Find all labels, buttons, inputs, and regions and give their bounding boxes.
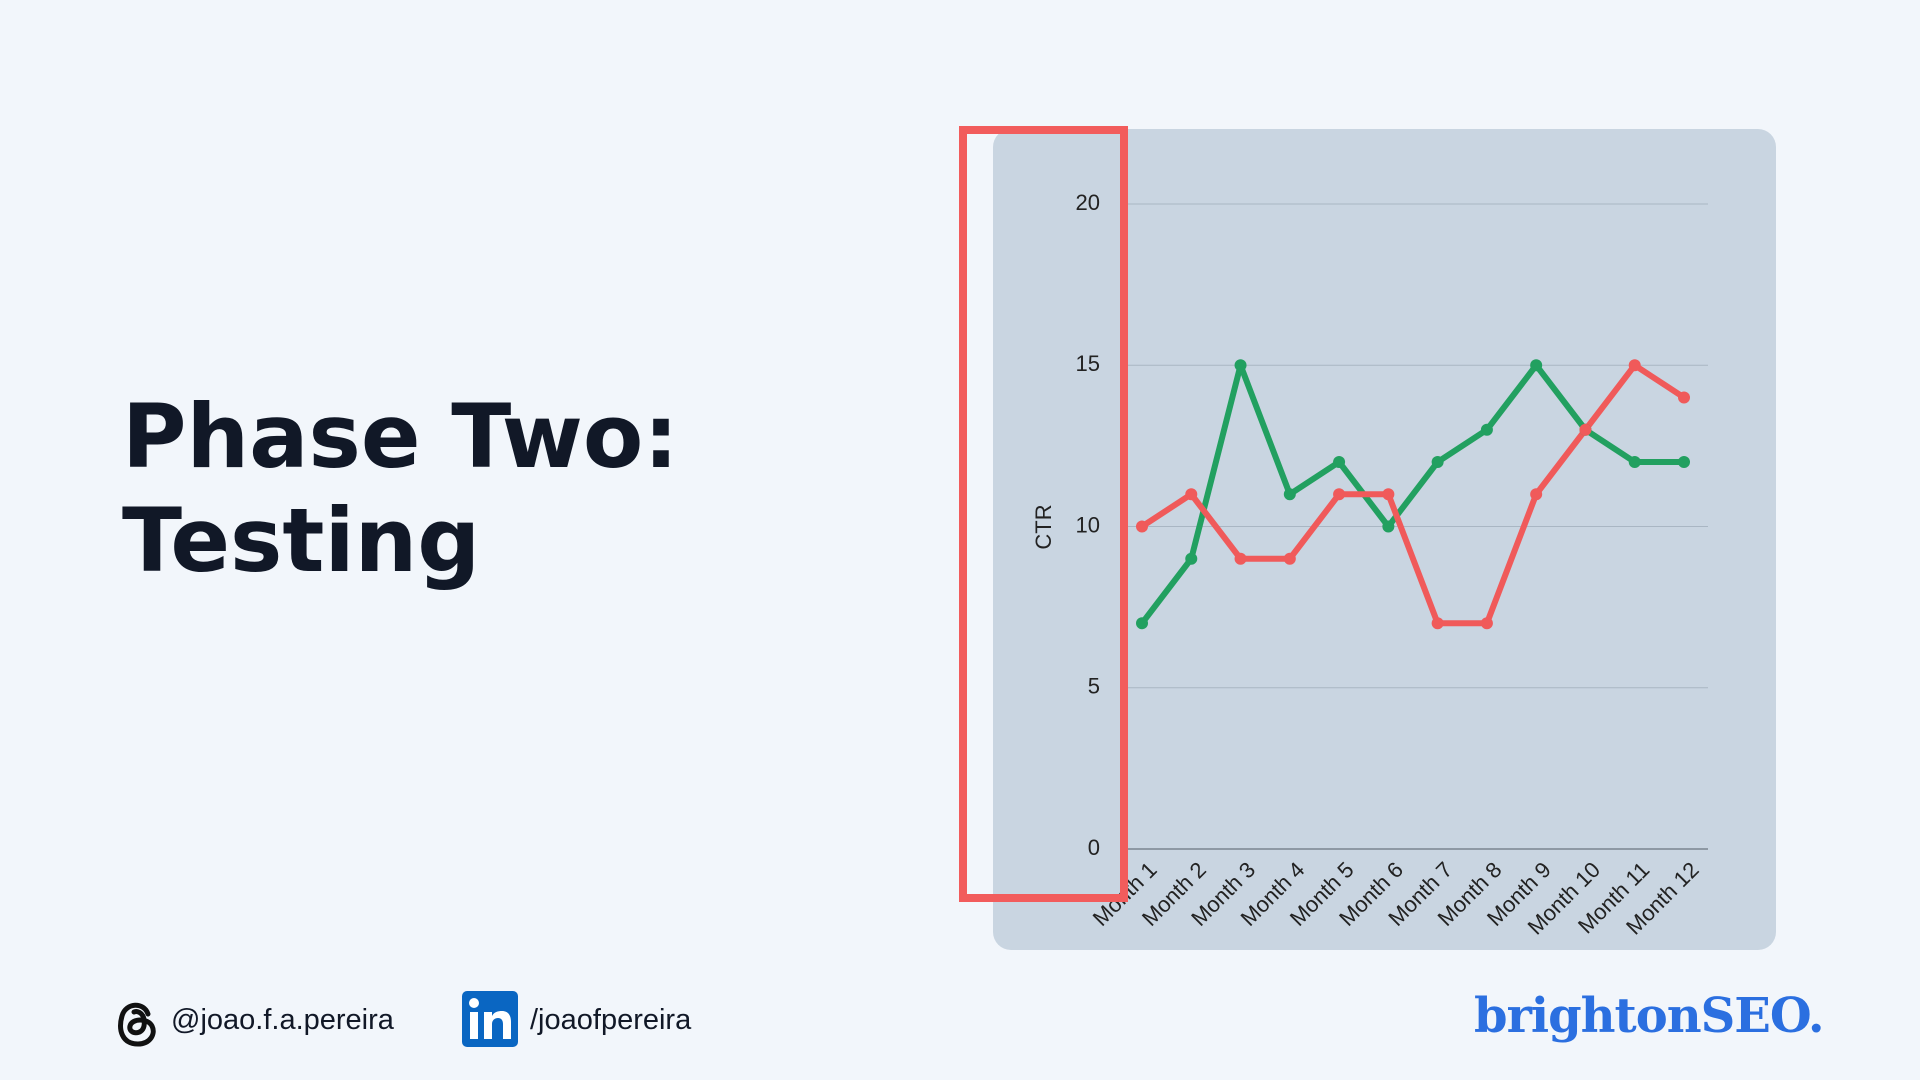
highlight-box bbox=[959, 126, 1128, 902]
data-point bbox=[1480, 423, 1493, 436]
data-point bbox=[1283, 552, 1296, 565]
y-tick-label: 0 bbox=[1088, 835, 1100, 860]
brand-logo: brightonSEO. bbox=[1474, 988, 1825, 1044]
data-point bbox=[1480, 617, 1493, 630]
data-point bbox=[1234, 359, 1247, 372]
threads-icon bbox=[118, 1002, 156, 1047]
y-tick-label: 10 bbox=[1076, 512, 1100, 537]
y-axis-label: CTR bbox=[1031, 504, 1056, 549]
data-point bbox=[1530, 488, 1543, 501]
y-tick-label: 20 bbox=[1076, 190, 1100, 215]
data-point bbox=[1234, 552, 1247, 565]
data-point bbox=[1136, 617, 1148, 630]
data-point bbox=[1136, 520, 1148, 533]
data-point bbox=[1283, 488, 1296, 501]
linkedin-icon bbox=[462, 991, 518, 1047]
data-point bbox=[1431, 456, 1444, 468]
y-tick-label: 15 bbox=[1076, 351, 1100, 376]
data-point bbox=[1431, 617, 1444, 630]
chart-panel bbox=[993, 129, 1776, 950]
series-line bbox=[1140, 362, 1686, 627]
data-point bbox=[1579, 423, 1592, 436]
linkedin-handle: /joaofpereira bbox=[530, 1004, 692, 1036]
title-line: Phase Two: bbox=[122, 385, 679, 488]
data-point bbox=[1628, 359, 1641, 372]
data-point bbox=[1382, 520, 1395, 533]
data-point bbox=[1185, 488, 1198, 501]
data-point bbox=[1628, 456, 1641, 468]
data-point bbox=[1678, 391, 1690, 404]
data-point bbox=[1333, 456, 1346, 468]
data-point bbox=[1382, 488, 1395, 501]
y-tick-label: 5 bbox=[1088, 674, 1100, 699]
data-point bbox=[1333, 488, 1346, 501]
data-point bbox=[1678, 456, 1690, 468]
slide-title: Phase Two: Testing bbox=[122, 385, 679, 593]
threads-handle: @joao.f.a.pereira bbox=[171, 1004, 394, 1036]
data-point bbox=[1530, 359, 1543, 372]
data-point bbox=[1185, 552, 1198, 565]
title-line: Testing bbox=[122, 489, 481, 592]
series-line bbox=[1139, 362, 1684, 626]
